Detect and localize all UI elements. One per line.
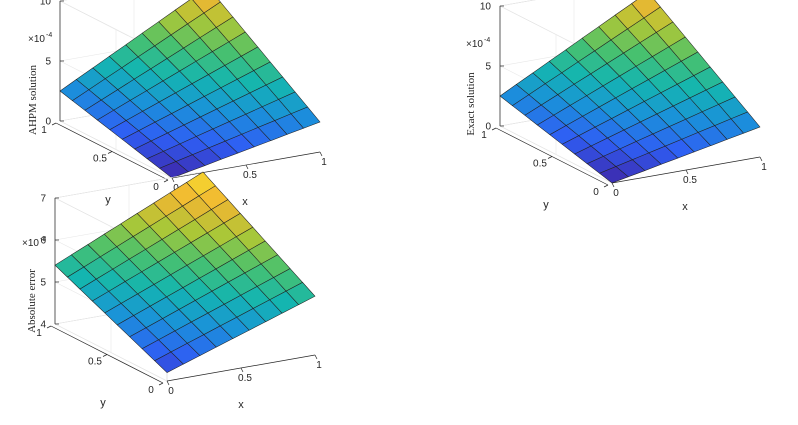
- z-tick-label: 10: [480, 2, 492, 13]
- z-tick-label: 5: [485, 62, 491, 73]
- z-tick-label: 5: [40, 278, 46, 289]
- x-tick-label: 0: [168, 386, 174, 397]
- x-tick-label: 1: [316, 360, 322, 371]
- y-tick-label: 1: [481, 130, 487, 141]
- z-tick-label: 4: [40, 320, 46, 331]
- x-tick-label: 0.5: [243, 170, 257, 181]
- z-scale-base: ×10: [466, 39, 483, 50]
- z-scale-exponent: -8: [40, 236, 46, 243]
- z-tick-label: 0: [45, 117, 51, 128]
- z-tick-label: 6: [40, 236, 46, 247]
- z-tick-label: 7: [40, 194, 46, 205]
- z-scale-base: ×10: [28, 34, 45, 45]
- x-axis-label: x: [238, 399, 244, 411]
- z-tick-label: 5: [45, 57, 51, 68]
- y-tick-label: 0: [148, 385, 154, 396]
- z-axis-label: Absolute error: [26, 269, 38, 333]
- z-axis-label: AHPM solution: [27, 65, 39, 135]
- y-tick-label: 1: [36, 328, 42, 339]
- y-tick-label: 0: [593, 187, 599, 198]
- surface-cell: [285, 282, 316, 306]
- x-tick-label: 1: [761, 162, 767, 173]
- y-axis-label: y: [543, 199, 549, 211]
- y-tick-label: 0.5: [93, 154, 107, 165]
- z-axis-label: Exact solution: [465, 72, 477, 136]
- x-tick-label: 0.5: [238, 373, 252, 384]
- x-tick-label: 1: [321, 157, 327, 168]
- y-tick-label: 0.5: [88, 357, 102, 368]
- x-tick-label: 0: [173, 183, 179, 194]
- x-tick-label: 0.5: [683, 175, 697, 186]
- surface-mesh: [54, 171, 316, 373]
- y-tick-label: 0: [153, 182, 159, 193]
- x-axis-label: x: [682, 201, 688, 213]
- y-tick-label: 0.5: [533, 159, 547, 170]
- y-axis-label: y: [100, 397, 106, 409]
- z-scale-exponent: -4: [484, 37, 490, 44]
- z-tick-label: 10: [40, 0, 52, 8]
- z-scale-exponent: -4: [46, 32, 52, 39]
- x-axis-label: x: [242, 196, 248, 208]
- y-tick-label: 1: [41, 125, 47, 136]
- x-tick-label: 0: [613, 188, 619, 199]
- z-scale-base: ×10: [22, 238, 39, 249]
- surface-mesh: [59, 0, 321, 179]
- surface-cell: [730, 111, 761, 134]
- surface-cell: [290, 106, 321, 129]
- surface-mesh: [499, 0, 761, 184]
- y-axis-label: y: [105, 194, 111, 206]
- z-tick-label: 0: [485, 122, 491, 133]
